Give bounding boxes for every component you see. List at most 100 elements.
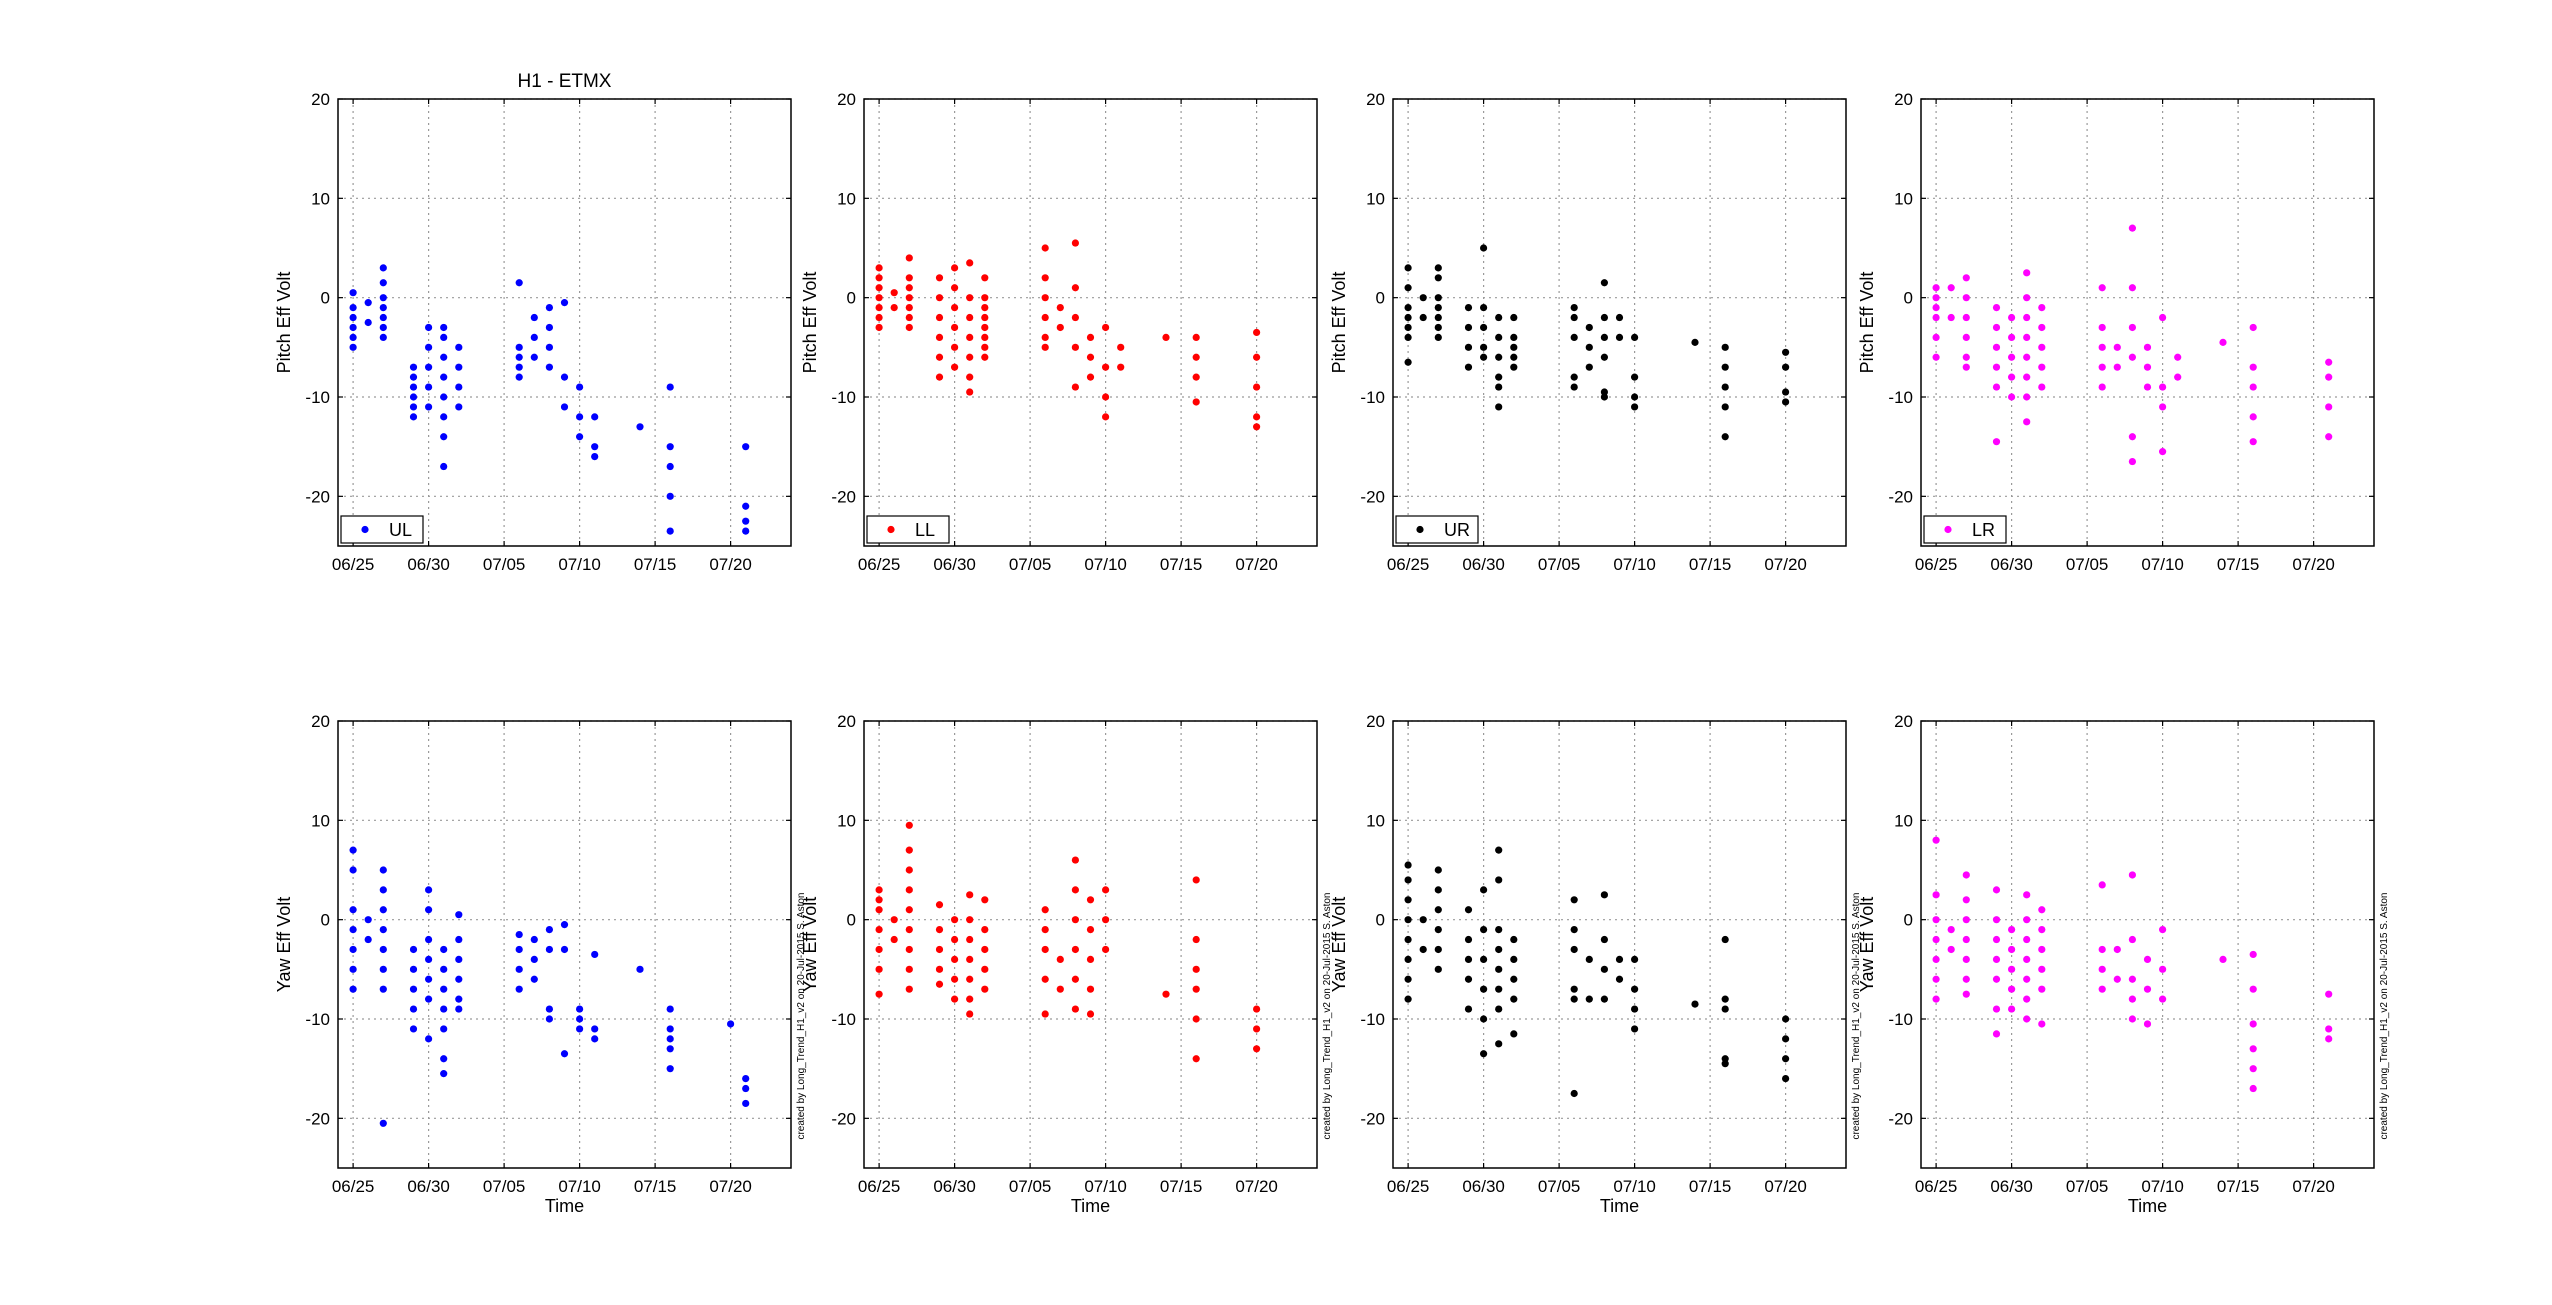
data-point: [2008, 313, 2016, 322]
y-tick-label: -10: [1888, 1010, 1913, 1029]
subplot-pitch-1: 06/25 06/30 07/05 07/10 07/15 07/20 20 10 0 -10 -2…: [800, 90, 1318, 574]
data-point: [1932, 975, 1940, 983]
data-point: [1192, 398, 1200, 406]
data-point: [440, 945, 448, 954]
data-point: [1782, 363, 1790, 371]
x-tick-label: 07/10: [2141, 555, 2184, 574]
data-point: [1102, 886, 1110, 894]
data-point: [1041, 274, 1049, 282]
data-point: [591, 1035, 599, 1043]
data-point: [2128, 457, 2136, 466]
x-tick-label: 07/15: [2217, 555, 2260, 574]
data-point: [1721, 995, 1729, 1003]
data-point: [379, 965, 387, 973]
data-point: [1495, 313, 1503, 322]
series-LL: [875, 239, 1261, 431]
x-tick-label: 07/10: [558, 555, 601, 574]
data-point: [1480, 886, 1488, 894]
data-point: [875, 274, 883, 282]
data-point: [890, 935, 898, 944]
data-point: [1600, 995, 1608, 1003]
y-tick-label: 20: [311, 90, 330, 109]
data-point: [591, 950, 599, 959]
data-point: [981, 985, 989, 993]
data-point: [409, 363, 418, 371]
data-point: [545, 945, 554, 954]
data-point: [2128, 871, 2136, 879]
x-tick-label: 06/30: [1990, 1177, 2033, 1196]
y-tick-label: -20: [831, 487, 856, 506]
x-tick-label: 07/10: [1613, 555, 1656, 574]
x-tick-label: 06/25: [332, 555, 375, 574]
x-tick-label: 07/10: [1084, 1177, 1127, 1196]
y-tick-label: 0: [847, 911, 856, 930]
data-point: [2023, 935, 2031, 944]
data-point: [1631, 1005, 1639, 1013]
data-point: [905, 846, 913, 854]
data-point: [1434, 274, 1442, 282]
data-point: [1041, 294, 1049, 302]
data-point: [515, 343, 523, 351]
legend-label: UR: [1444, 520, 1470, 540]
data-point: [1434, 866, 1442, 874]
data-point: [409, 383, 418, 391]
data-point: [1041, 926, 1049, 934]
data-point: [576, 433, 584, 441]
data-point: [1071, 856, 1079, 864]
data-point: [1102, 916, 1110, 924]
data-point: [379, 866, 387, 874]
data-point: [576, 1025, 584, 1033]
y-tick-label: -20: [1888, 1109, 1913, 1128]
x-tick-label: 07/15: [1160, 555, 1203, 574]
legend-marker: [361, 525, 369, 534]
data-point: [875, 926, 883, 934]
data-point: [379, 906, 387, 914]
data-point: [1992, 1030, 2001, 1038]
y-axis-label: Yaw Eff Volt: [1857, 897, 1877, 992]
x-tick-label: 06/25: [1915, 1177, 1958, 1196]
data-point: [742, 1075, 750, 1083]
data-point: [1962, 333, 1970, 341]
data-point: [951, 935, 959, 944]
data-point: [455, 383, 463, 391]
data-point: [1510, 353, 1518, 361]
data-point: [1086, 955, 1095, 964]
y-tick-label: 0: [321, 289, 330, 308]
data-point: [2128, 284, 2136, 292]
data-point: [951, 995, 959, 1003]
legend: UL: [340, 515, 424, 544]
x-axis-label: Time: [545, 1196, 584, 1216]
data-point: [1253, 328, 1261, 337]
data-point: [530, 975, 538, 983]
data-point: [1495, 926, 1503, 934]
data-point: [2008, 333, 2016, 341]
axes-frame: [337, 98, 792, 547]
data-point: [379, 279, 387, 287]
data-point: [966, 294, 974, 302]
data-point: [935, 353, 944, 361]
data-point: [1932, 916, 1940, 924]
data-point: [1962, 935, 1970, 944]
data-point: [2174, 373, 2182, 381]
y-tick-label: -20: [1360, 1109, 1385, 1128]
legend: LL: [866, 515, 950, 544]
x-tick-label: 07/10: [2141, 1177, 2184, 1196]
data-point: [1495, 985, 1503, 993]
data-point: [905, 926, 913, 934]
data-point: [1932, 284, 1940, 292]
data-point: [409, 393, 418, 401]
data-point: [1782, 398, 1790, 406]
data-point: [1480, 343, 1488, 351]
data-point: [1570, 313, 1578, 322]
data-point: [425, 935, 433, 944]
data-point: [1071, 383, 1079, 391]
data-point: [364, 318, 372, 327]
data-point: [666, 1065, 674, 1073]
data-point: [2008, 965, 2016, 973]
data-point: [2038, 945, 2046, 954]
y-tick-label: -10: [305, 1010, 330, 1029]
data-point: [1631, 373, 1639, 381]
data-point: [2098, 383, 2106, 391]
data-point: [1480, 1015, 1488, 1023]
data-point: [379, 945, 387, 954]
